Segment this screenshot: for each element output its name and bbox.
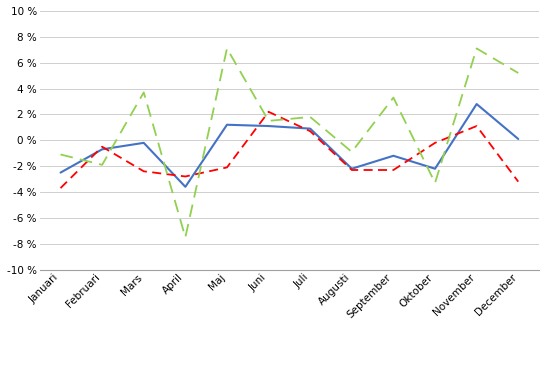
Alla [265, 124, 272, 128]
Utländska [390, 96, 397, 100]
Utländska [473, 46, 480, 51]
Utländska [307, 115, 313, 119]
Finländska [57, 186, 64, 190]
Alla [99, 147, 105, 152]
Alla [348, 167, 355, 171]
Finländska [99, 144, 105, 149]
Finländska [473, 124, 480, 128]
Legend: Alla, Finländska, Utländska: Alla, Finländska, Utländska [156, 373, 423, 376]
Utländska [182, 235, 188, 240]
Alla [515, 137, 521, 141]
Alla [390, 153, 397, 158]
Utländska [348, 150, 355, 154]
Finländska [348, 168, 355, 172]
Alla [182, 185, 188, 189]
Utländska [265, 118, 272, 123]
Utländska [224, 46, 230, 51]
Finländska [390, 168, 397, 172]
Finländska [432, 141, 438, 145]
Utländska [432, 181, 438, 185]
Utländska [140, 90, 147, 95]
Alla [432, 167, 438, 171]
Alla [57, 170, 64, 175]
Alla [224, 123, 230, 127]
Line: Alla: Alla [61, 104, 518, 187]
Finländska [265, 109, 272, 114]
Finländska [182, 174, 188, 179]
Alla [307, 126, 313, 131]
Utländska [99, 162, 105, 167]
Alla [473, 102, 480, 106]
Line: Finländska: Finländska [61, 112, 518, 188]
Utländska [57, 152, 64, 157]
Finländska [224, 165, 230, 170]
Utländska [515, 71, 521, 75]
Alla [140, 141, 147, 145]
Finländska [140, 169, 147, 174]
Finländska [515, 179, 521, 184]
Line: Utländska: Utländska [61, 49, 518, 237]
Finländska [307, 129, 313, 133]
